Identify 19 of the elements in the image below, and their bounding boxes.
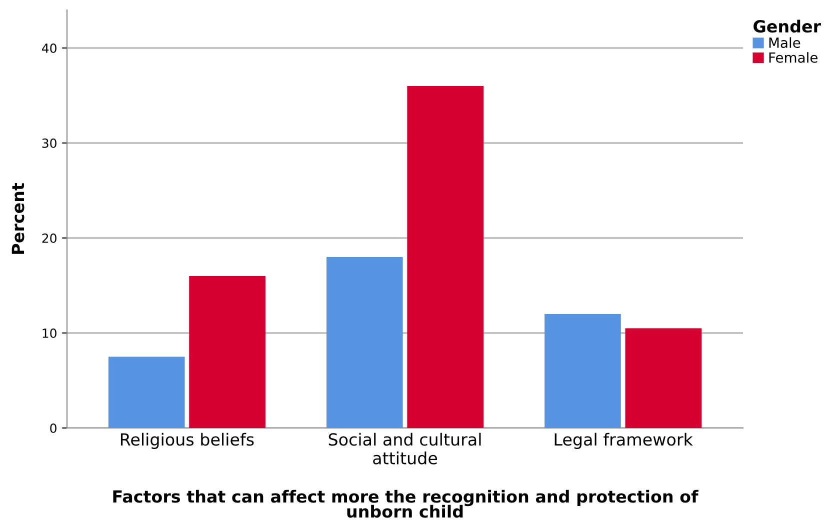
y-tick-label: 40 — [42, 43, 56, 53]
y-tick-label: 0 — [50, 423, 56, 433]
x-tick-label: Social and cultural attitude — [328, 432, 481, 464]
bar — [326, 257, 403, 428]
x-tick-label: Legal framework — [554, 432, 693, 449]
legend-label: Female — [769, 52, 818, 63]
bar — [544, 314, 621, 428]
y-tick-label: 30 — [42, 138, 56, 148]
legend-label: Male — [769, 37, 800, 48]
bar — [108, 356, 185, 428]
y-tick-label: 20 — [42, 233, 56, 243]
bar — [189, 276, 266, 428]
y-axis-title: Percent — [12, 183, 24, 254]
bar — [625, 328, 702, 428]
x-axis-title: Factors that can affect more the recognition and protection of unborn child — [113, 490, 698, 518]
y-tick-label: 10 — [42, 328, 56, 338]
bar — [407, 86, 484, 428]
x-tick-label: Religious beliefs — [120, 432, 254, 449]
legend-title: Gender — [754, 20, 821, 33]
